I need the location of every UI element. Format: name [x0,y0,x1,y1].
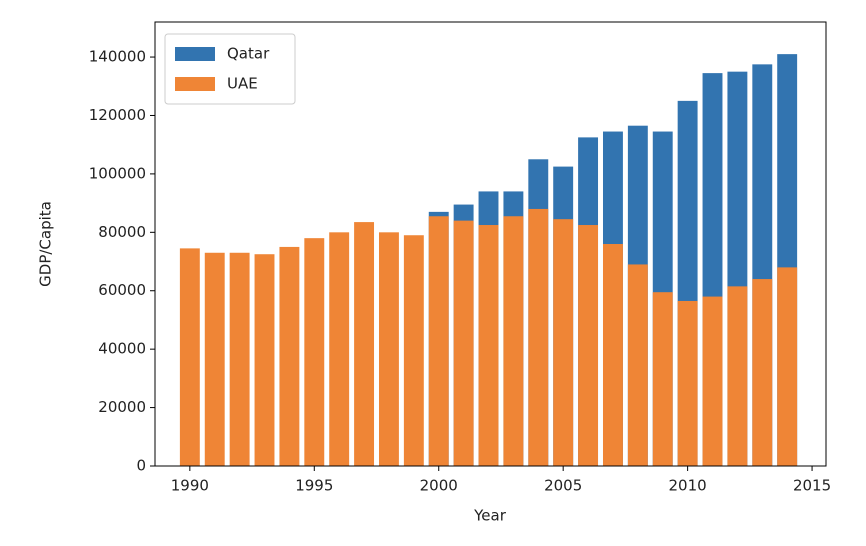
bar [503,216,524,466]
y-tick-label: 20000 [98,398,146,416]
bar [528,208,549,466]
y-tick-label: 60000 [98,281,146,299]
x-tick-label: 2010 [669,477,707,495]
bar [752,279,773,466]
y-tick-label: 0 [136,457,146,475]
legend-swatch [175,47,215,61]
bar [702,296,723,466]
x-tick-label: 1995 [295,477,333,495]
x-tick-label: 2015 [793,477,831,495]
legend-swatch [175,77,215,91]
bar [354,222,375,466]
bar [578,225,599,466]
bar [378,232,399,466]
y-tick-label: 40000 [98,340,146,358]
x-axis-label: Year [473,507,507,525]
bar [478,225,499,466]
bar [204,252,225,466]
bar [453,220,474,466]
bar [727,286,748,466]
legend-label: UAE [227,75,258,93]
bar [777,267,798,466]
y-axis-label: GDP/Capita [37,201,55,287]
bar [179,248,200,466]
bar [677,300,698,466]
bar [229,252,250,466]
bar [553,219,574,466]
y-tick-label: 120000 [89,106,146,124]
y-tick-label: 80000 [98,223,146,241]
x-tick-label: 2000 [420,477,458,495]
bar [428,216,449,466]
legend-label: Qatar [227,45,270,63]
bar [403,235,424,466]
bar [652,292,673,466]
plot-frame [154,21,827,467]
bar [279,246,300,466]
bar [329,232,350,466]
x-tick-label: 2005 [544,477,582,495]
y-tick-label: 140000 [89,48,146,66]
x-tick-label: 1990 [171,477,209,495]
bar [602,244,623,466]
bar [304,238,325,466]
bar [627,264,648,466]
y-tick-label: 100000 [89,164,146,182]
bar [254,254,275,466]
